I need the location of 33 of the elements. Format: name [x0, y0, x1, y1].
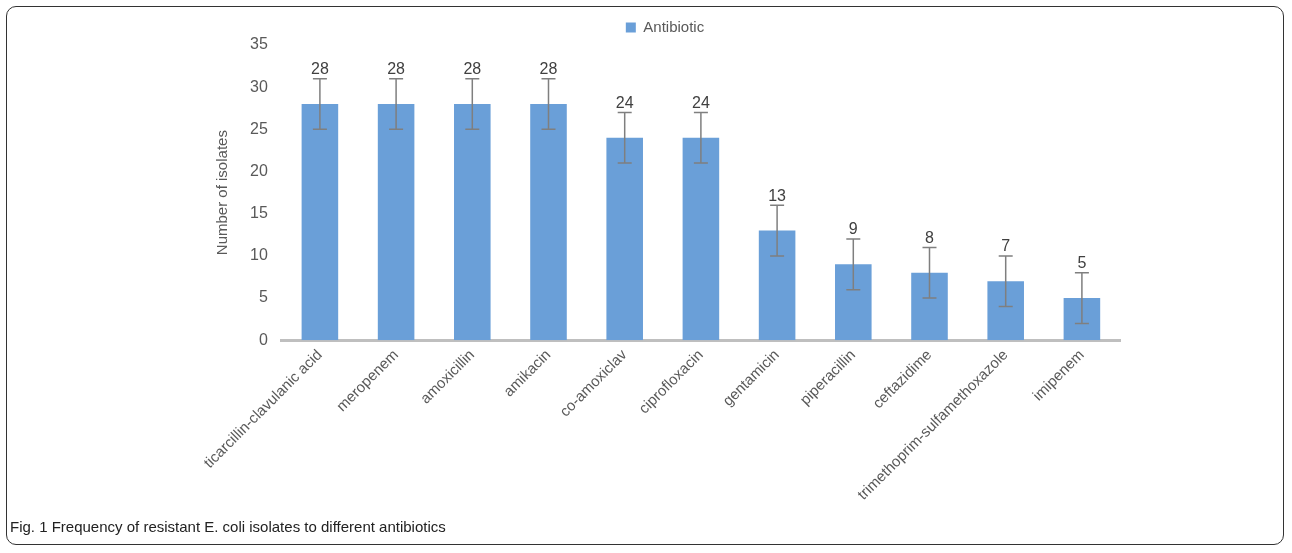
bar	[1063, 298, 1101, 341]
bar	[530, 104, 567, 341]
bar	[377, 104, 415, 341]
data-label: 28	[311, 60, 329, 78]
y-tick-label: 25	[250, 119, 268, 137]
y-tick-label: 5	[258, 288, 268, 306]
y-tick-label: 35	[250, 35, 268, 53]
data-label: 5	[1077, 254, 1087, 272]
bar	[835, 264, 872, 341]
data-label: 13	[768, 186, 787, 204]
y-tick-label: 0	[258, 330, 268, 348]
data-label: 28	[539, 60, 558, 78]
caption: Fig. 1 Frequency of resistant E. coli isolates to different antibiotics	[10, 518, 446, 535]
y-tick-label: 30	[250, 77, 268, 95]
bar	[606, 137, 643, 341]
data-label: 24	[692, 93, 710, 111]
data-label: 7	[1001, 237, 1011, 255]
y-tick-label: 10	[250, 246, 268, 264]
data-label: 8	[925, 228, 935, 246]
y-tick-label: 20	[250, 161, 268, 179]
bar	[758, 230, 796, 341]
bar	[454, 104, 491, 341]
data-label: 28	[387, 60, 406, 78]
bar	[987, 281, 1024, 341]
data-label: 9	[848, 220, 858, 238]
y-axis-title: Number of isolates	[213, 130, 231, 256]
bar	[301, 104, 339, 341]
legend-label: Antibiotic	[643, 17, 705, 35]
bar	[911, 272, 948, 341]
bar	[682, 137, 720, 341]
y-tick-label: 15	[250, 204, 268, 222]
data-label: 28	[463, 60, 482, 78]
data-label: 24	[615, 93, 634, 111]
